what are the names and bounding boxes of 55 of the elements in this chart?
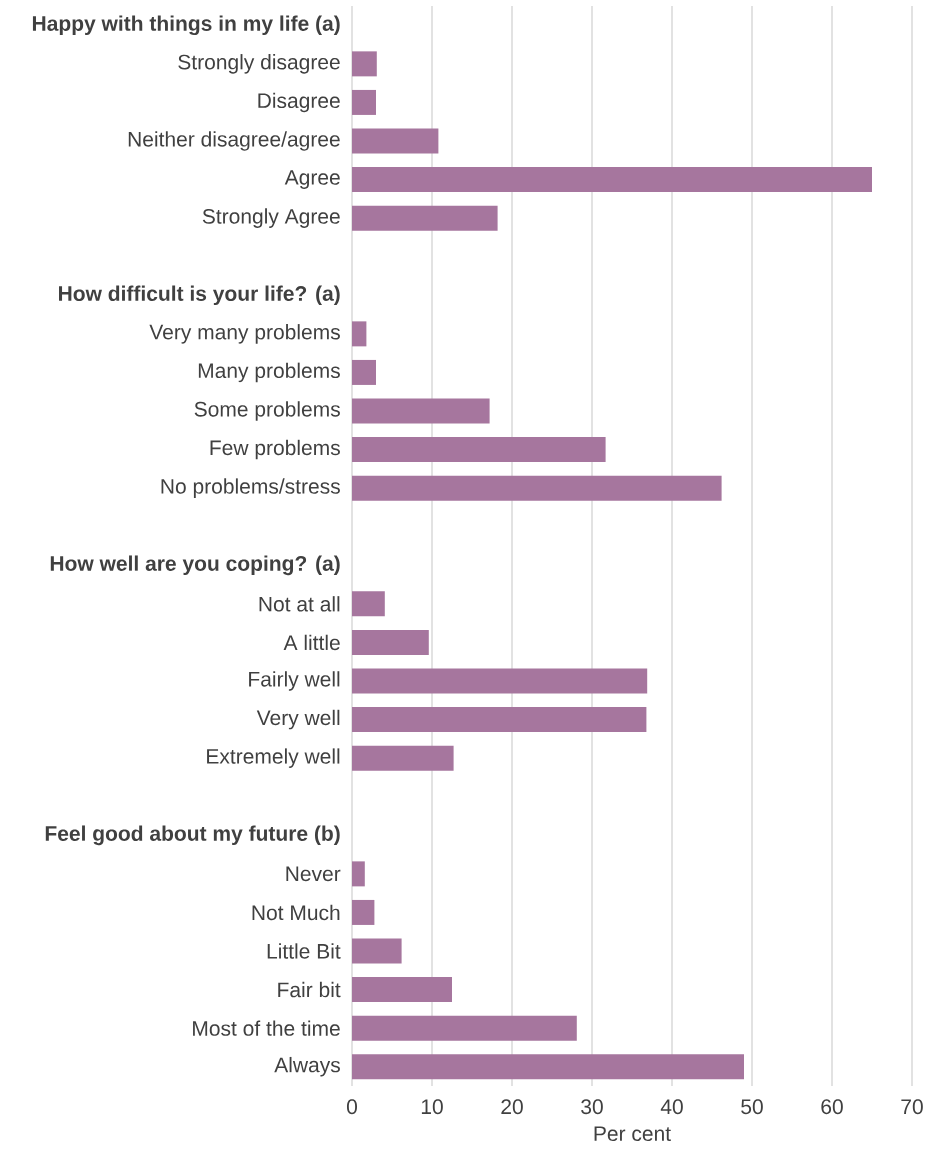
x-tick-label: 30: [581, 1099, 603, 1115]
x-tick-label: 60: [821, 1099, 843, 1115]
bar: [352, 89, 376, 115]
bar: [352, 51, 377, 77]
bar: [352, 321, 367, 347]
bar: [352, 591, 385, 617]
bar: [352, 629, 429, 655]
bar: [352, 668, 648, 694]
y-tick-label: Fairly well: [249, 671, 340, 691]
y-tick-label: Fair bit: [278, 981, 341, 998]
y-tick-label: Most of the time: [193, 1020, 340, 1036]
y-tick-label: Strongly disagree: [178, 54, 340, 74]
y-tick-label: Neither disagree/agree: [128, 131, 340, 151]
y-tick-label: Extremely well: [207, 748, 340, 768]
y-tick-label: Never: [286, 866, 341, 882]
y-tick-label: Agree: [284, 170, 340, 189]
bar: [352, 398, 490, 424]
y-tick-label: Very many problems: [149, 324, 340, 344]
y-tick-label: No problems/stress: [161, 478, 340, 498]
y-tick-label: How difficult is your life? (a): [59, 285, 340, 306]
bar: [352, 128, 439, 154]
y-tick-label: Not at all: [259, 596, 340, 612]
bar: [352, 745, 454, 771]
x-tick-label: 70: [901, 1099, 923, 1115]
bar: [352, 205, 498, 231]
y-tick-label: Little Bit: [267, 943, 341, 959]
bar: [352, 437, 606, 463]
x-tick-label: 0: [346, 1099, 358, 1115]
bar: [352, 475, 722, 501]
y-tick-label: Some problems: [194, 401, 340, 421]
bar: [352, 861, 365, 887]
bar: [352, 1054, 744, 1080]
x-tick-label: 20: [501, 1099, 523, 1115]
y-tick-label: Always: [274, 1056, 340, 1077]
y-tick-label: Disagree: [258, 92, 340, 113]
bar: [352, 1015, 577, 1041]
y-tick-label: Very well: [256, 709, 340, 730]
bar: [352, 938, 402, 964]
y-tick-label: How well are you coping? (a): [50, 555, 340, 576]
x-tick-label: 50: [741, 1099, 763, 1115]
bar: [352, 707, 647, 733]
x-axis-title: Per cent: [594, 1126, 671, 1142]
y-tick-label: Feel good about my future (b): [45, 825, 340, 846]
bar: [352, 359, 376, 385]
y-tick-label: A little: [283, 634, 340, 651]
bar: [352, 977, 452, 1003]
y-tick-label: Strongly Agree: [202, 208, 340, 228]
y-tick-label: Not Much: [252, 904, 340, 921]
y-tick-label: Few problems: [210, 439, 340, 460]
bar: [352, 899, 375, 925]
y-tick-label: Happy with things in my life (a): [32, 15, 340, 36]
bar: [352, 167, 872, 193]
x-tick-label: 40: [660, 1099, 683, 1115]
x-tick-label: 10: [421, 1099, 443, 1115]
y-tick-label: Many problems: [198, 362, 340, 383]
